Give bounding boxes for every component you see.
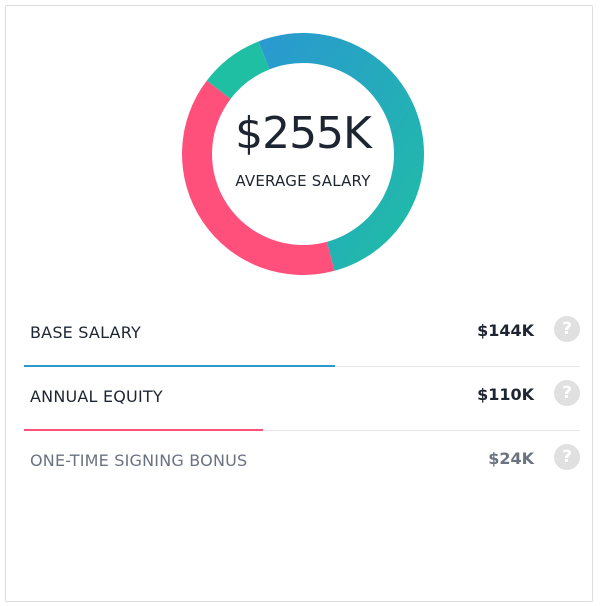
base-salary-label: BASE SALARY (30, 323, 141, 342)
breakdown-row-annual-equity: ANNUAL EQUITY $110K ? (24, 367, 580, 431)
donut-svg (182, 33, 424, 275)
base-salary-value: $144K (477, 321, 534, 340)
base-salary-progress-bar (24, 365, 336, 367)
salary-donut-chart: $255K AVERAGE SALARY (182, 33, 424, 275)
annual-equity-progress-bar (24, 429, 264, 431)
breakdown-row-signing-bonus: ONE-TIME SIGNING BONUS $24K ? (24, 431, 580, 495)
question-circle-icon[interactable]: ? (554, 316, 580, 342)
row-divider (24, 430, 580, 431)
donut-slice-base-salary (258, 33, 424, 271)
average-salary-label: AVERAGE SALARY (235, 172, 371, 190)
breakdown-row-base-salary: BASE SALARY $144K ? (24, 303, 580, 367)
annual-equity-value: $110K (477, 385, 534, 404)
donut-slice-one-time-signing-bonus (206, 41, 270, 99)
signing-bonus-label: ONE-TIME SIGNING BONUS (30, 451, 248, 470)
question-circle-icon[interactable]: ? (554, 444, 580, 470)
donut-slice-annual-equity (182, 80, 335, 275)
annual-equity-label: ANNUAL EQUITY (30, 387, 163, 406)
salary-breakdown-list: BASE SALARY $144K ? ANNUAL EQUITY $110K … (24, 303, 580, 495)
salary-card: $255K AVERAGE SALARY BASE SALARY $144K ?… (5, 5, 593, 602)
question-circle-icon[interactable]: ? (554, 380, 580, 406)
signing-bonus-value: $24K (488, 449, 534, 468)
average-salary-value: $255K (235, 108, 372, 159)
donut-center: $255K AVERAGE SALARY (182, 33, 424, 275)
